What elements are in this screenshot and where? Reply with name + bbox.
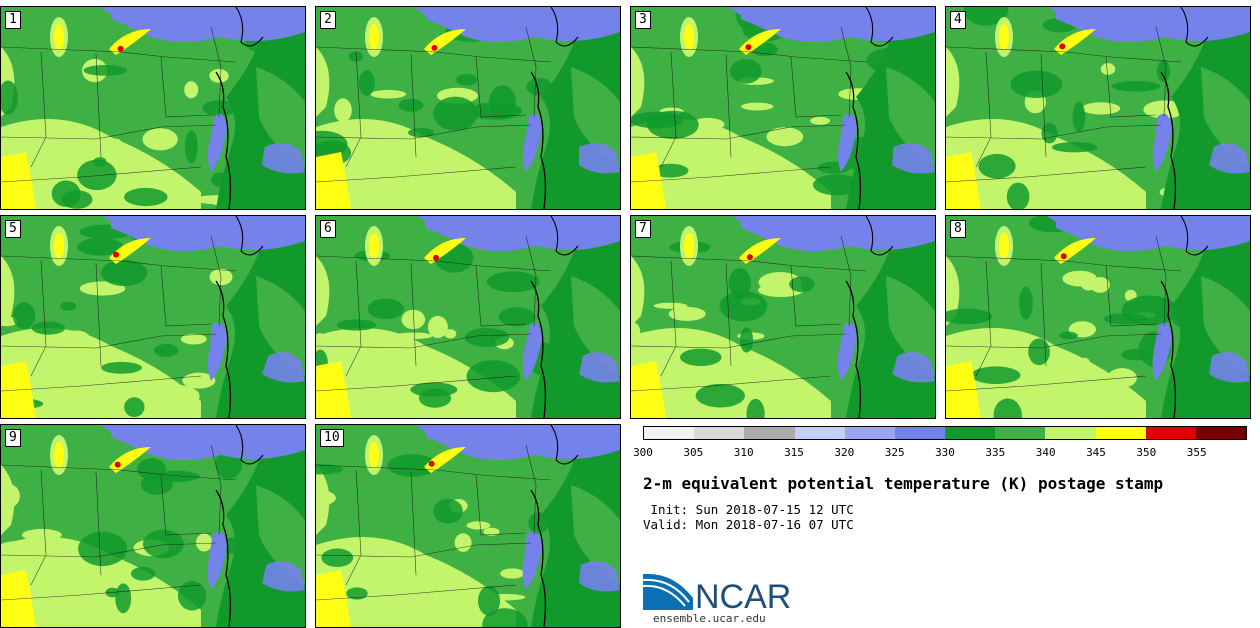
colorbar-tick-label: 335 [985,446,1006,459]
colorbar-segment [844,427,895,439]
member-number: 2 [320,11,336,29]
colorbar-segment [744,427,795,439]
colorbar-segment [894,427,946,439]
ensemble-member-panel: 1 [0,6,306,210]
colorbar-segment [995,427,1046,439]
svg-text:NCAR: NCAR [695,578,791,612]
colorbar-tick-label: 355 [1186,446,1207,459]
colorbar-tick-label: 305 [683,446,704,459]
member-number: 9 [5,429,21,447]
member-number: 8 [950,220,966,238]
colorbar-tick-label: 340 [1035,446,1056,459]
member-number: 7 [635,220,651,238]
member-number: 1 [5,11,21,29]
member-number: 5 [5,220,21,238]
colorbar-tick-label: 300 [633,446,653,459]
colorbar [643,426,1247,440]
ensemble-member-panel: 5 [0,215,306,419]
ensemble-member-panel: 2 [315,6,621,210]
colorbar-segment [1095,427,1146,439]
colorbar-tick-label: 345 [1086,446,1106,459]
logo-url: ensemble.ucar.edu [653,612,766,625]
ensemble-member-panel: 7 [630,215,936,419]
member-number: 10 [320,429,344,447]
colorbar-tick-label: 310 [733,446,754,459]
ensemble-member-panel: 3 [630,6,936,210]
colorbar-tick-label: 330 [935,446,955,459]
colorbar-segment [644,427,695,439]
member-number: 4 [950,11,966,29]
colorbar-segment [1045,427,1096,439]
member-number: 6 [320,220,336,238]
colorbar-tick-label: 350 [1136,446,1157,459]
colorbar-segment [1195,427,1247,439]
colorbar-segment [945,427,996,439]
ensemble-member-panel: 8 [945,215,1251,419]
colorbar-segment [694,427,745,439]
member-number: 3 [635,11,651,29]
ensemble-member-panel: 4 [945,6,1251,210]
colorbar-tick-label: 325 [884,446,905,459]
chart-title: 2-m equivalent potential temperature (K)… [643,474,1164,493]
valid-time: Valid: Mon 2018-07-16 07 UTC [643,517,854,532]
ensemble-member-panel: 9 [0,424,306,628]
colorbar-tick-label: 315 [784,446,804,459]
colorbar-segment [1145,427,1196,439]
colorbar-segment [794,427,845,439]
ensemble-member-panel: 10 [315,424,621,628]
ncar-logo: NCAR [642,570,793,616]
ensemble-member-panel: 6 [315,215,621,419]
init-time: Init: Sun 2018-07-15 12 UTC [643,502,854,517]
colorbar-tick-label: 320 [834,446,855,459]
